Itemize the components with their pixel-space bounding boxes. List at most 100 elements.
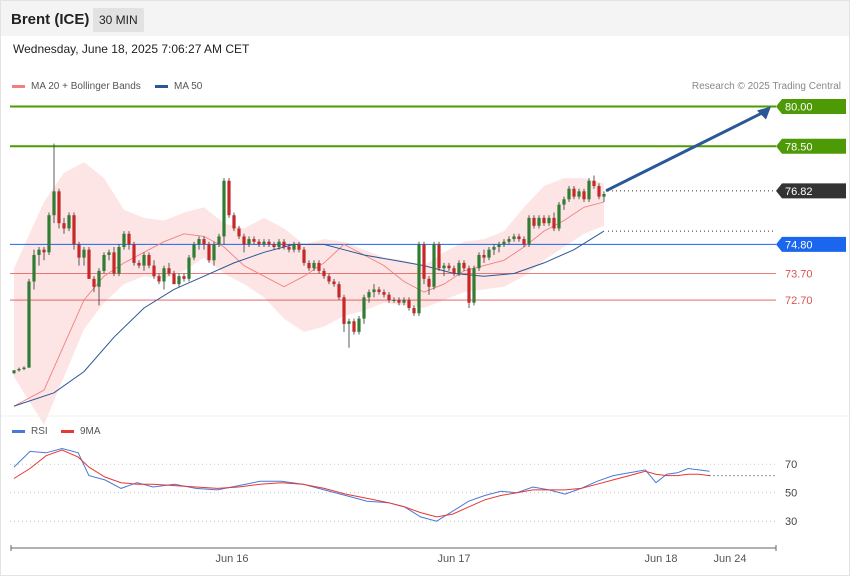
candle-body — [577, 191, 581, 197]
candle-body — [387, 294, 391, 301]
candle-body — [377, 289, 381, 293]
candle-body — [217, 236, 221, 245]
candle-body — [382, 292, 386, 295]
candle-body — [302, 249, 306, 263]
bollinger-bands — [14, 162, 604, 425]
candle-body — [352, 321, 356, 332]
candle-body — [417, 244, 421, 314]
candle-body — [492, 247, 496, 250]
candle-body — [207, 244, 211, 261]
candle-body — [292, 244, 296, 250]
level-label-73.70: 73.70 — [785, 269, 813, 281]
rsi-ma-line — [13, 449, 710, 518]
candle-body — [257, 241, 261, 245]
timeframe-badge[interactable]: 30 MIN — [93, 8, 144, 32]
candle-body — [177, 276, 181, 285]
candle-body — [467, 268, 471, 303]
candle-body — [182, 276, 186, 279]
candle-body — [212, 244, 216, 261]
candle-body — [337, 284, 341, 298]
candle-body — [372, 289, 376, 293]
candle-body — [437, 244, 441, 269]
candle-body — [77, 244, 81, 258]
candle-body — [32, 254, 36, 282]
level-tag-80.00 — [776, 99, 846, 115]
candle-body — [357, 318, 361, 332]
legend-rsi-ma-label: 9MA — [80, 426, 101, 437]
candle-body — [497, 244, 501, 248]
candle-body — [237, 228, 241, 237]
candle-body — [582, 191, 586, 200]
level-tag-78.50 — [776, 138, 846, 154]
projection-arrow-head — [757, 106, 771, 120]
candle-body — [482, 254, 486, 258]
level-label-80.00: 80.00 — [785, 102, 813, 114]
level-tag-76.82 — [776, 183, 846, 199]
candle-body — [197, 239, 201, 245]
legend-ma50: MA 50 — [153, 81, 202, 92]
candle-body — [97, 270, 101, 287]
candle-body — [567, 188, 571, 200]
candle-body — [262, 241, 266, 245]
level-tag-74.80 — [776, 236, 846, 252]
candle-body — [502, 241, 506, 245]
candle-body — [62, 223, 66, 229]
candle-body — [392, 300, 396, 302]
candle-body — [527, 217, 531, 245]
candle-body — [157, 276, 161, 282]
legend-rsi-label: RSI — [31, 426, 48, 437]
candle-body — [267, 241, 271, 245]
legend-rsi: RSI — [10, 426, 48, 437]
legend-ma20: MA 20 + Bollinger Bands — [10, 81, 141, 92]
candle-body — [222, 180, 226, 237]
legend-ma20-label: MA 20 + Bollinger Bands — [31, 81, 141, 92]
candle-body — [297, 244, 301, 250]
rsi-line — [13, 447, 710, 522]
legend-rsi-ma: 9MA — [59, 426, 101, 437]
candle-body — [42, 249, 46, 253]
candle-body — [572, 188, 576, 197]
chart-header: Brent (ICE) 30 MIN — [1, 1, 849, 36]
candle-body — [22, 367, 26, 369]
copyright: Research © 2025 Trading Central — [691, 81, 841, 92]
candle-body — [432, 244, 436, 287]
candle-body — [232, 215, 236, 229]
candle-body — [367, 292, 371, 298]
candle-body — [167, 268, 171, 274]
candle-body — [122, 233, 126, 248]
candle-body — [327, 276, 331, 282]
candle-body — [37, 249, 41, 255]
candle-body — [427, 278, 431, 287]
candle-body — [512, 236, 516, 240]
candle-body — [27, 281, 31, 368]
candle-body — [462, 262, 466, 269]
candle-body — [67, 215, 71, 229]
candle-body — [362, 297, 366, 319]
candle-body — [407, 300, 411, 308]
rsi-tick-50: 50 — [785, 488, 797, 500]
candle-body — [522, 239, 526, 245]
candle-body — [587, 180, 591, 200]
candle-body — [347, 321, 351, 324]
candle-body — [247, 239, 251, 245]
ma50-line — [13, 230, 605, 407]
level-label-72.70: 72.70 — [785, 295, 813, 307]
candle-body — [57, 191, 61, 224]
candle-body — [102, 254, 106, 271]
candle-body — [17, 368, 21, 371]
candle-body — [242, 236, 246, 245]
candle-body — [542, 217, 546, 224]
candle-body — [592, 180, 596, 187]
level-label-76.82: 76.82 — [785, 186, 813, 198]
candle-body — [252, 239, 256, 242]
candle-body — [127, 233, 131, 245]
candle-body — [557, 204, 561, 229]
rsi-tick-30: 30 — [785, 516, 797, 528]
candle-body — [537, 217, 541, 226]
candle-body — [547, 217, 551, 224]
candle-body — [597, 186, 601, 197]
rsi-swatch — [12, 429, 25, 433]
ma20-swatch — [12, 84, 25, 88]
candle-body — [142, 254, 146, 266]
